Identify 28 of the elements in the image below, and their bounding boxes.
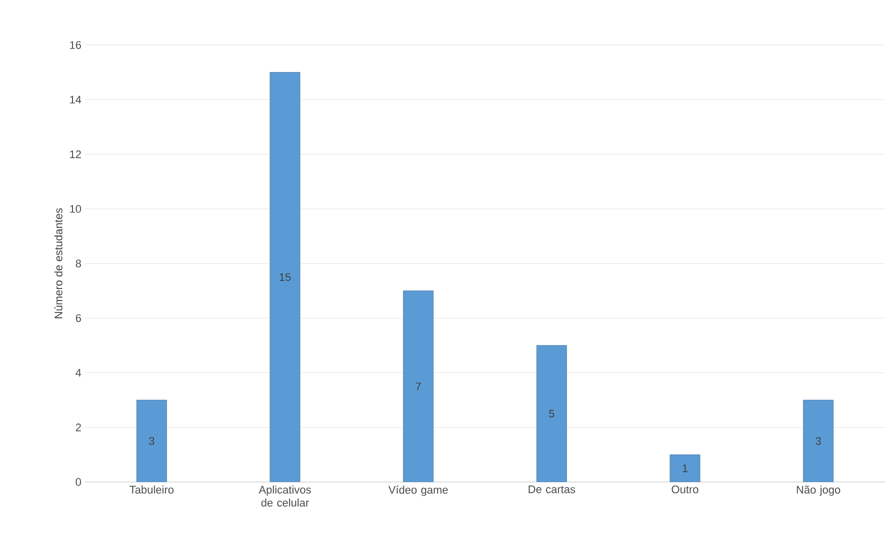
bar <box>803 400 834 482</box>
y-tick-label: 10 <box>70 204 82 213</box>
y-tick-label: 6 <box>76 314 81 322</box>
x-tick-label: De cartas <box>528 486 576 494</box>
x-tick-label: Tabuleiro <box>130 486 174 494</box>
bar <box>403 290 434 482</box>
y-tick-label: 12 <box>70 150 81 158</box>
data-label: 7 <box>416 382 421 390</box>
bar <box>270 72 300 482</box>
bar <box>536 345 567 482</box>
x-tick-label: Aplicativos de celular <box>258 486 311 507</box>
data-label: 15 <box>280 273 291 281</box>
y-tick-label: 4 <box>76 368 82 377</box>
data-label: 3 <box>149 437 154 445</box>
data-label: 3 <box>816 437 821 445</box>
y-tick-label: 8 <box>76 260 81 268</box>
data-label: 5 <box>549 410 554 418</box>
x-tick-label: Não jogo <box>796 486 840 496</box>
x-tick-label: Outro <box>672 486 698 494</box>
data-label: 1 <box>682 464 688 472</box>
y-axis-title: Número de estudantes <box>54 208 62 318</box>
y-tick-label: 16 <box>70 41 81 49</box>
bar <box>136 400 167 482</box>
y-tick-label: 14 <box>70 96 82 104</box>
y-tick-label: 2 <box>76 424 81 432</box>
y-tick-label: 0 <box>76 478 82 486</box>
bar <box>670 454 700 482</box>
x-tick-label: Vídeo game <box>388 486 448 496</box>
